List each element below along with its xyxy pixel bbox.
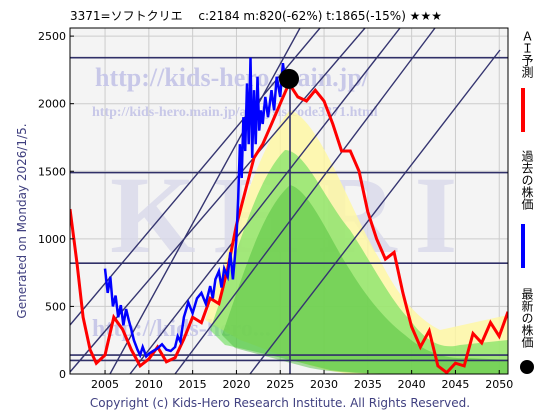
legend-past-price-label: 過去の株価 (520, 150, 534, 210)
x-tick-label: 2020 (222, 378, 250, 391)
x-tick-label: 2010 (135, 378, 163, 391)
legend-past-price-swatch (521, 224, 525, 268)
y-tick-label: 2000 (38, 98, 66, 111)
generated-date-label: Generated on Monday 2026/1/5. (15, 123, 29, 319)
legend-latest-price: 最新の株価 (520, 288, 544, 378)
x-tick-label: 2035 (354, 378, 382, 391)
trend-line (174, 28, 436, 374)
band-green-inner (222, 185, 508, 374)
legend-ai-forecast: ＡＩ予測 (520, 30, 544, 132)
y-tick-label: 0 (59, 368, 66, 381)
legend-latest-price-swatch (520, 360, 534, 374)
trend-line (129, 28, 401, 374)
x-tick-label: 2005 (91, 378, 119, 391)
x-tick-label: 2015 (179, 378, 207, 391)
x-axis: 2005 2010 2015 2020 2025 2030 2035 2040 2045 2050 (91, 370, 513, 391)
latest-price-dot (279, 68, 299, 89)
past-price-line (103, 57, 290, 359)
y-tick-label: 500 (45, 300, 66, 313)
chart-title: 3371=ソフトクリエ c:2184 m:820(-62%) t:1865(-1… (70, 9, 442, 23)
horizontal-levels (70, 56, 508, 362)
y-tick-label: 1500 (38, 165, 66, 178)
legend-ai-forecast-label: ＡＩ予測 (520, 30, 534, 78)
watermark-url-analysis: http://kids-hero.main.jp/analysis/code33… (92, 105, 378, 120)
copyright: Copyright (c) Kids-Hero Research Institu… (89, 396, 471, 410)
x-tick-label: 2045 (441, 378, 469, 391)
legend-ai-forecast-swatch (521, 88, 525, 132)
y-tick-label: 2500 (38, 30, 66, 43)
x-tick-label: 2040 (398, 378, 426, 391)
trend-line (249, 49, 501, 374)
trend-line (70, 28, 321, 326)
y-tick-label: 1000 (38, 233, 66, 246)
plot-frame (69, 27, 509, 375)
x-tick-label: 2050 (485, 378, 513, 391)
legend-latest-price-label: 最新の株価 (520, 288, 534, 348)
watermark-url: http://kids-hero.main.jp/ (95, 63, 370, 92)
forecast-bands (205, 110, 508, 374)
legend-past-price: 過去の株価 (520, 150, 544, 268)
trend-line (109, 28, 301, 374)
band-green (210, 150, 508, 374)
ai-forecast-line (70, 80, 508, 374)
y-axis: 0 500 1000 1500 2000 2500 (38, 30, 74, 381)
x-tick-label: 2030 (310, 378, 338, 391)
x-tick-label: 2025 (266, 378, 294, 391)
